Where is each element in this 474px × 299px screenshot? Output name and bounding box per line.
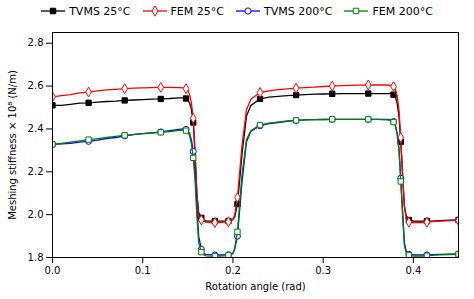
svg-text:0.1: 0.1	[135, 265, 151, 276]
svg-text:Rotation angle (rad): Rotation angle (rad)	[205, 281, 305, 292]
svg-text:Meshing stiffness × 10⁸ (N/m): Meshing stiffness × 10⁸ (N/m)	[7, 70, 18, 220]
html-text:TVMS 200°C: TVMS 200°C	[264, 4, 333, 18]
html-text:FEM 25°C: FEM 25°C	[170, 4, 224, 18]
svg-text:2.4: 2.4	[28, 123, 44, 134]
svg-text:0.0: 0.0	[45, 265, 61, 276]
svg-text:2.8: 2.8	[28, 37, 44, 48]
svg-text:2.2: 2.2	[28, 166, 44, 177]
html-text:TVMS 25°C: TVMS 25°C	[69, 4, 131, 18]
svg-text:0.2: 0.2	[225, 265, 241, 276]
html-text:FEM 200°C: FEM 200°C	[372, 4, 433, 18]
svg-text:0.4: 0.4	[405, 265, 421, 276]
svg-text:0.3: 0.3	[315, 265, 331, 276]
svg-text:1.8: 1.8	[28, 252, 44, 263]
svg-text:2.0: 2.0	[28, 209, 44, 220]
svg-text:2.6: 2.6	[28, 80, 44, 91]
